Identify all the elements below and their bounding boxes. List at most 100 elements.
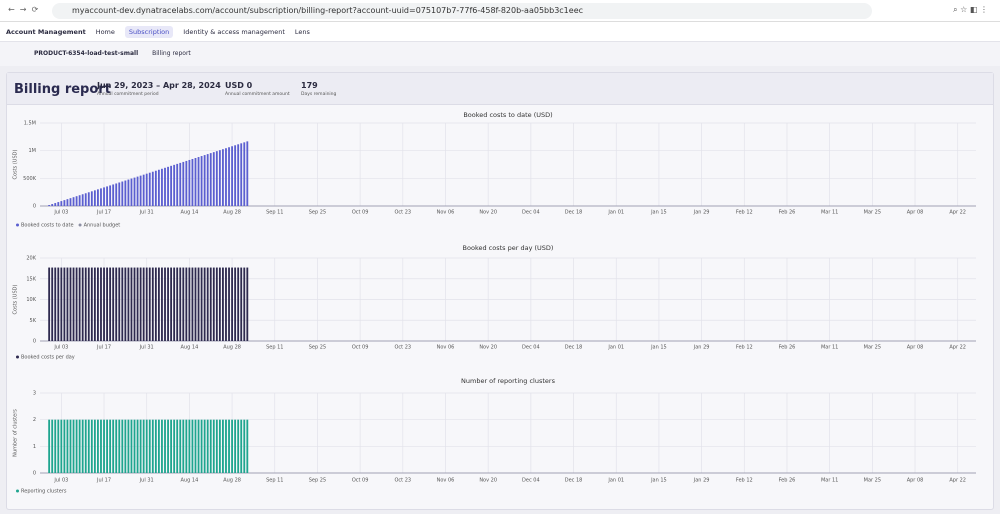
chart-title: Booked costs per day (USD) <box>463 244 554 252</box>
x-tick-label: Mar 11 <box>821 210 838 216</box>
bar <box>176 419 179 473</box>
bar <box>109 419 112 473</box>
bar <box>90 419 93 473</box>
nav-item[interactable]: Identity & access management <box>183 27 285 36</box>
browser-icons[interactable]: ⌕ ☆ ◧ ⋮ <box>953 5 988 14</box>
bar <box>231 267 233 341</box>
bar <box>112 419 115 473</box>
x-tick-label: Aug 28 <box>223 478 241 484</box>
x-tick-label: Mar 11 <box>821 478 838 484</box>
x-tick-label: Feb 12 <box>736 210 753 216</box>
y-tick-label: 0 <box>33 339 36 345</box>
bar <box>206 267 209 341</box>
y-tick-label: 0 <box>33 471 36 477</box>
y-tick-label: 1M <box>29 148 37 154</box>
breadcrumb-item[interactable]: PRODUCT-6354-load-test-small <box>34 50 139 57</box>
x-tick-label: Jan 29 <box>693 210 710 216</box>
y-tick-label: 20K <box>26 256 36 262</box>
bar <box>60 419 63 473</box>
bar <box>57 202 60 206</box>
bar <box>87 267 90 341</box>
x-tick-label: Sep 11 <box>266 345 283 351</box>
bar <box>197 419 200 473</box>
chart-title: Booked costs to date (USD) <box>463 111 552 119</box>
bar <box>97 419 99 473</box>
bar <box>200 156 203 206</box>
bar <box>246 419 249 473</box>
bar <box>161 267 163 341</box>
period-value: Jun 29, 2023 – Apr 28, 2024 <box>97 81 221 90</box>
bar <box>206 419 209 473</box>
x-tick-label: Sep 25 <box>309 345 326 351</box>
bar <box>145 419 148 473</box>
x-tick-label: Jan 15 <box>650 345 667 351</box>
bar <box>81 419 84 473</box>
bar <box>179 419 182 473</box>
bar <box>139 175 142 206</box>
x-tick-label: Aug 14 <box>181 210 199 216</box>
bar <box>218 419 221 473</box>
bar <box>87 192 90 206</box>
bar <box>237 144 240 206</box>
bar <box>90 191 93 206</box>
legend-label: Booked costs per day <box>21 355 75 361</box>
bar <box>72 267 75 341</box>
nav-item[interactable]: Subscription <box>124 25 174 38</box>
bar <box>142 267 145 341</box>
bar <box>139 267 142 341</box>
x-tick-label: Oct 09 <box>352 345 369 351</box>
x-tick-label: Oct 23 <box>395 345 412 351</box>
x-tick-label: Feb 12 <box>736 345 753 351</box>
bar <box>240 143 243 206</box>
bar <box>121 181 124 206</box>
days-value: 179 <box>301 81 318 90</box>
bar <box>106 267 108 341</box>
x-tick-label: Nov 20 <box>479 478 497 484</box>
bar <box>78 195 81 206</box>
bar <box>145 173 148 206</box>
bar <box>200 267 203 341</box>
y-tick-label: 1 <box>33 444 36 450</box>
bar <box>66 199 69 206</box>
bar <box>188 159 191 206</box>
bar <box>170 165 173 206</box>
x-tick-label: Jul 31 <box>139 345 154 351</box>
bar <box>185 267 188 341</box>
app-name[interactable]: Account Management <box>6 27 86 36</box>
bar <box>203 267 206 341</box>
bar <box>72 419 75 473</box>
bar <box>176 163 179 206</box>
legend-label: Reporting clusters <box>21 489 67 495</box>
bar <box>106 186 108 206</box>
bar <box>81 267 84 341</box>
x-tick-label: Jul 03 <box>53 210 68 216</box>
bar <box>133 267 136 341</box>
bar <box>179 267 182 341</box>
x-tick-label: Feb 12 <box>736 478 753 484</box>
x-tick-label: Nov 20 <box>479 210 497 216</box>
nav-item[interactable]: Lens <box>294 27 310 36</box>
nav-arrows[interactable]: ← → ⟳ <box>8 5 39 14</box>
bar <box>182 419 185 473</box>
address-bar[interactable]: myaccount-dev.dynatracelabs.com/account/… <box>52 3 872 19</box>
bar <box>69 198 72 206</box>
bar <box>112 267 115 341</box>
x-tick-label: Aug 14 <box>181 478 199 484</box>
bar <box>182 161 185 206</box>
bar <box>167 419 169 473</box>
bar <box>72 197 75 206</box>
x-tick-label: Sep 11 <box>266 478 283 484</box>
bar <box>60 201 63 206</box>
nav-item[interactable]: Home <box>95 27 115 36</box>
x-tick-label: Nov 20 <box>479 345 497 351</box>
x-tick-label: Jul 17 <box>96 345 111 351</box>
y-tick-label: 5K <box>30 318 37 324</box>
x-tick-label: Apr 08 <box>907 478 924 484</box>
bar <box>151 419 154 473</box>
bar <box>106 419 108 473</box>
x-tick-label: Feb 26 <box>779 478 796 484</box>
x-tick-label: Jan 15 <box>650 478 667 484</box>
bar <box>100 188 102 206</box>
app-nav: Account Management Home Subscription Ide… <box>0 22 1000 42</box>
